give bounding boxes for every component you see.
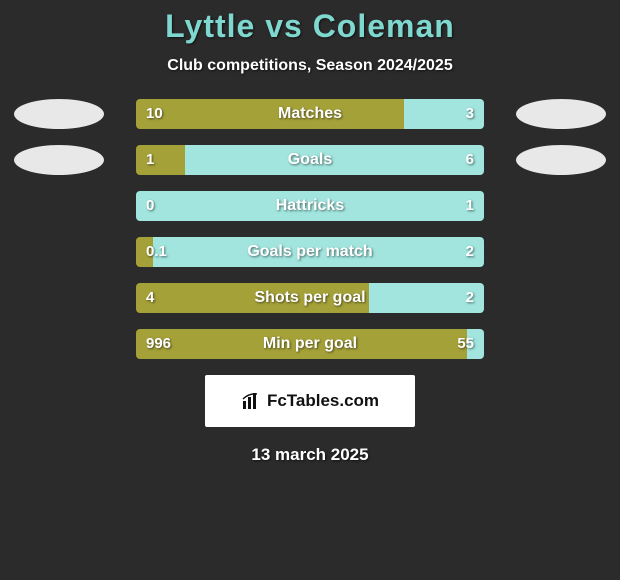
bar-left xyxy=(136,99,404,129)
subtitle: Club competitions, Season 2024/2025 xyxy=(0,57,620,75)
bars-icon xyxy=(241,391,261,411)
value-left: 4 xyxy=(146,283,154,313)
bar-box xyxy=(136,191,484,221)
value-right: 3 xyxy=(466,99,474,129)
player-right-oval xyxy=(516,145,606,175)
value-right: 6 xyxy=(466,145,474,175)
value-left: 1 xyxy=(146,145,154,175)
bar-right xyxy=(153,237,484,267)
bar-left xyxy=(136,329,467,359)
bar-left xyxy=(136,145,185,175)
metric-row: 0.12Goals per match xyxy=(0,237,620,267)
value-right: 2 xyxy=(466,283,474,313)
value-left: 0 xyxy=(146,191,154,221)
player-left-oval xyxy=(14,99,104,129)
metric-row: 99655Min per goal xyxy=(0,329,620,359)
value-right: 1 xyxy=(466,191,474,221)
bar-box xyxy=(136,237,484,267)
footer-text: FcTables.com xyxy=(267,391,379,411)
metric-row: 16Goals xyxy=(0,145,620,175)
bar-box xyxy=(136,99,484,129)
player-left-oval xyxy=(14,145,104,175)
value-right: 55 xyxy=(457,329,474,359)
metric-row: 42Shots per goal xyxy=(0,283,620,313)
bar-box xyxy=(136,283,484,313)
bar-right xyxy=(136,191,484,221)
metric-rows: 103Matches16Goals01Hattricks0.12Goals pe… xyxy=(0,99,620,359)
value-left: 10 xyxy=(146,99,163,129)
bar-box xyxy=(136,329,484,359)
bar-box xyxy=(136,145,484,175)
metric-row: 01Hattricks xyxy=(0,191,620,221)
value-left: 996 xyxy=(146,329,171,359)
bar-left xyxy=(136,283,369,313)
footer-logo: FcTables.com xyxy=(241,391,379,411)
value-left: 0.1 xyxy=(146,237,167,267)
comparison-container: Lyttle vs Coleman Club competitions, Sea… xyxy=(0,0,620,465)
footer-logo-box: FcTables.com xyxy=(205,375,415,427)
page-title: Lyttle vs Coleman xyxy=(0,8,620,45)
value-right: 2 xyxy=(466,237,474,267)
bar-right xyxy=(185,145,484,175)
player-right-oval xyxy=(516,99,606,129)
metric-row: 103Matches xyxy=(0,99,620,129)
date-label: 13 march 2025 xyxy=(0,445,620,465)
